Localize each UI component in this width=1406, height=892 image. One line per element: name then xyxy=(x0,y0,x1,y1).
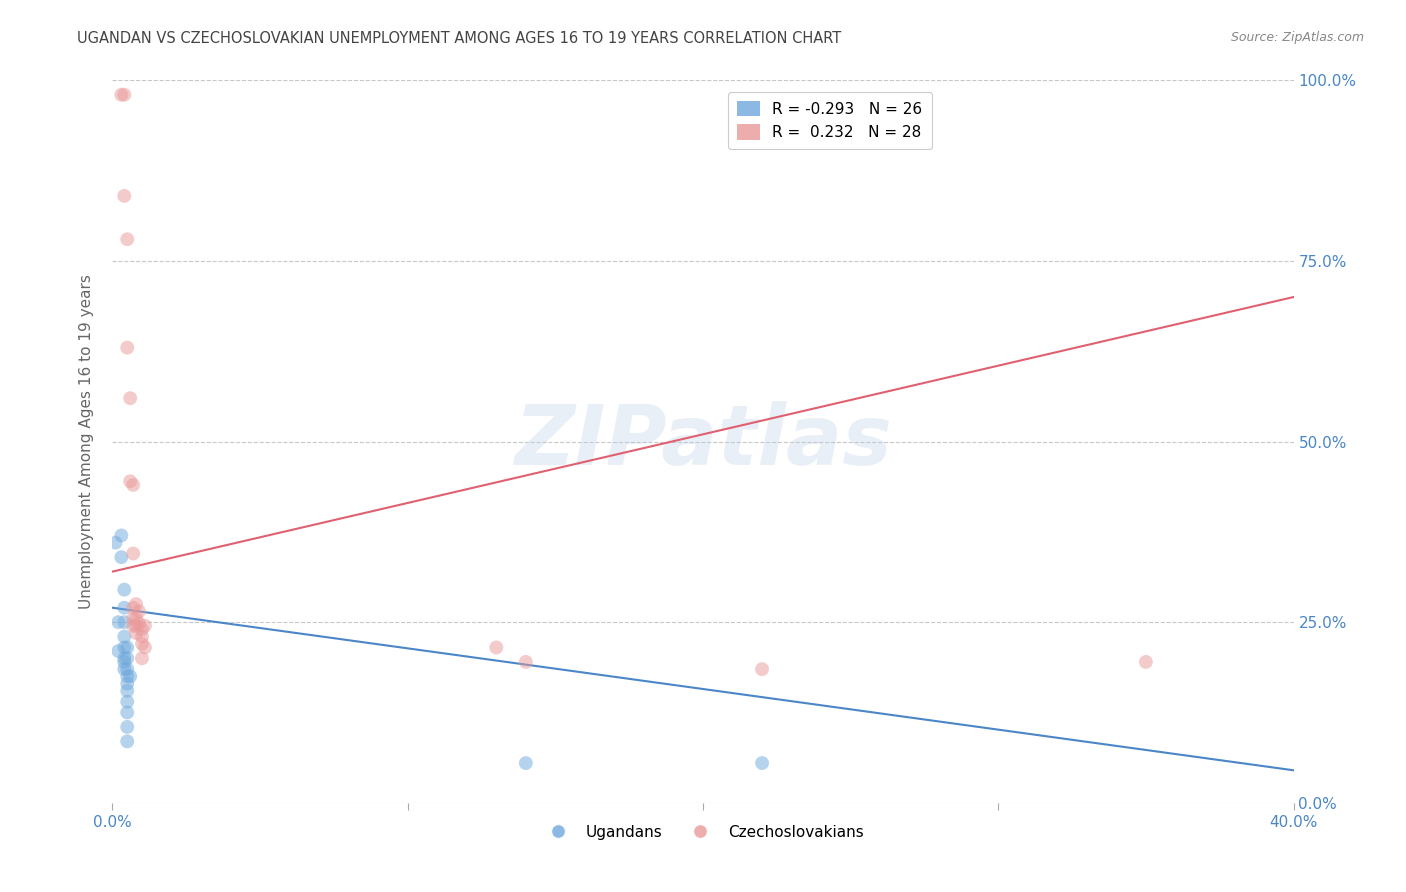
Point xyxy=(112,189,135,203)
Text: ZIPatlas: ZIPatlas xyxy=(515,401,891,482)
Point xyxy=(1135,655,1157,669)
Point xyxy=(117,706,138,720)
Point xyxy=(122,478,145,492)
Text: Source: ZipAtlas.com: Source: ZipAtlas.com xyxy=(1230,31,1364,45)
Point xyxy=(751,756,773,770)
Point xyxy=(107,615,129,630)
Point xyxy=(117,341,138,355)
Point xyxy=(110,550,132,565)
Point xyxy=(112,640,135,655)
Point xyxy=(110,87,132,102)
Point xyxy=(117,734,138,748)
Point xyxy=(120,669,142,683)
Point xyxy=(122,611,145,625)
Point xyxy=(122,600,145,615)
Point xyxy=(131,623,153,637)
Point xyxy=(134,640,156,655)
Point xyxy=(128,604,150,618)
Point xyxy=(125,626,148,640)
Point xyxy=(120,475,142,489)
Point xyxy=(112,662,135,676)
Point xyxy=(125,619,148,633)
Point xyxy=(134,619,156,633)
Point xyxy=(125,611,148,625)
Point xyxy=(131,637,153,651)
Legend: Ugandans, Czechoslovakians: Ugandans, Czechoslovakians xyxy=(537,819,869,846)
Point xyxy=(117,232,138,246)
Point xyxy=(128,616,150,631)
Point xyxy=(485,640,508,655)
Point xyxy=(122,619,145,633)
Point xyxy=(117,720,138,734)
Point xyxy=(110,528,132,542)
Point xyxy=(515,756,537,770)
Point xyxy=(131,630,153,644)
Point xyxy=(112,630,135,644)
Point xyxy=(117,651,138,665)
Point xyxy=(112,651,135,665)
Point xyxy=(117,695,138,709)
Point xyxy=(112,655,135,669)
Point xyxy=(117,676,138,690)
Point xyxy=(131,651,153,665)
Point xyxy=(112,615,135,630)
Point xyxy=(125,597,148,611)
Point xyxy=(122,547,145,561)
Point xyxy=(112,87,135,102)
Point xyxy=(117,640,138,655)
Point xyxy=(117,662,138,676)
Y-axis label: Unemployment Among Ages 16 to 19 years: Unemployment Among Ages 16 to 19 years xyxy=(79,274,94,609)
Point xyxy=(120,391,142,405)
Point xyxy=(112,582,135,597)
Text: UGANDAN VS CZECHOSLOVAKIAN UNEMPLOYMENT AMONG AGES 16 TO 19 YEARS CORRELATION CH: UGANDAN VS CZECHOSLOVAKIAN UNEMPLOYMENT … xyxy=(77,31,842,46)
Point xyxy=(107,644,129,658)
Point xyxy=(117,683,138,698)
Point xyxy=(117,669,138,683)
Point xyxy=(112,600,135,615)
Point xyxy=(751,662,773,676)
Point xyxy=(104,535,127,549)
Point xyxy=(515,655,537,669)
